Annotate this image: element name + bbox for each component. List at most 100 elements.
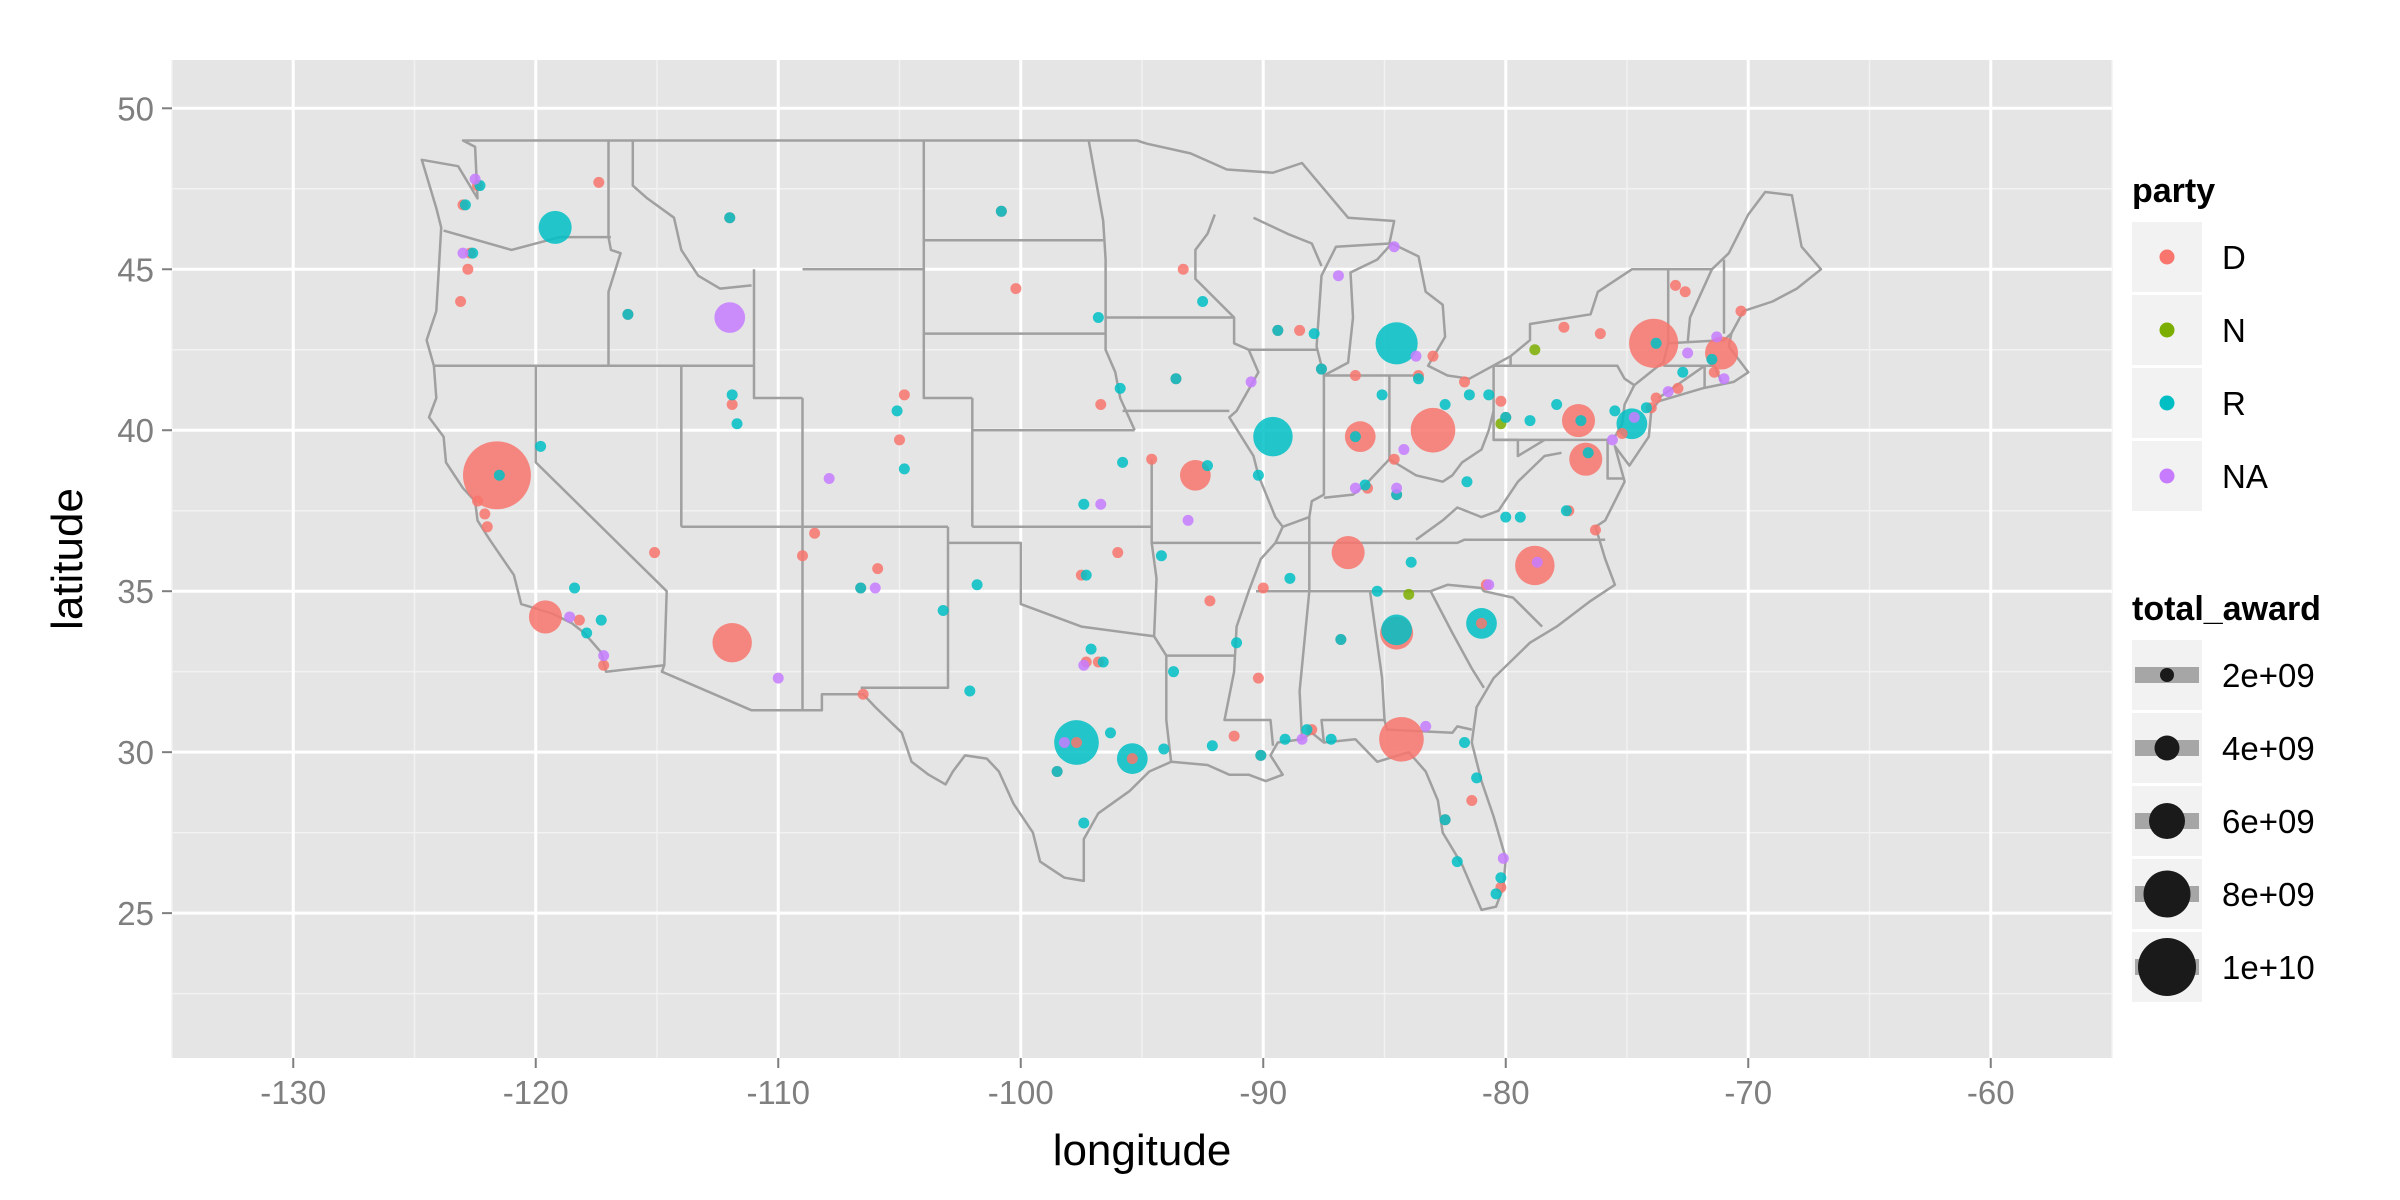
data-point-r [1231, 637, 1243, 649]
data-point-r [1451, 856, 1463, 868]
data-point-d [1650, 392, 1662, 404]
legend-size-label: 1e+10 [2222, 949, 2315, 986]
data-point-r [1078, 498, 1090, 510]
data-point-d [1735, 305, 1747, 317]
data-point-na [1606, 434, 1618, 446]
data-point-r [1500, 411, 1512, 423]
data-point-r [1405, 556, 1417, 568]
data-point-r [1201, 460, 1213, 472]
data-point-r [1490, 888, 1502, 900]
data-point-d [1331, 536, 1365, 570]
data-point-r [1560, 505, 1572, 517]
data-point-d [1476, 617, 1487, 629]
state-border [752, 269, 803, 400]
data-point-r [1158, 743, 1170, 755]
x-axis-title: longitude [1053, 1126, 1232, 1175]
state-border [1282, 375, 1326, 528]
data-point-na [1245, 376, 1257, 388]
legend-color-label: D [2222, 239, 2246, 276]
data-point-na [1682, 347, 1694, 359]
x-tick-label: -130 [260, 1074, 326, 1111]
data-point-r [538, 210, 572, 244]
data-point-r [1650, 337, 1662, 349]
data-point-na [1349, 482, 1361, 494]
legend: party total_award DNR NA 2e+09 4e+09 6e+09 8e… [2132, 172, 2321, 1002]
data-point-d [455, 295, 467, 307]
data-point-r [1609, 405, 1621, 417]
data-point-d [1294, 324, 1306, 336]
data-point-r [898, 463, 910, 475]
state-border [607, 140, 622, 366]
legend-color-label: R [2222, 385, 2246, 422]
data-point-r [1459, 737, 1471, 749]
legend-color-dot-r [2159, 395, 2175, 411]
y-tick-label: 45 [117, 251, 154, 288]
data-point-r [1253, 416, 1293, 457]
data-point-na [1095, 498, 1107, 510]
data-point-na [1420, 720, 1432, 732]
data-point-r [467, 247, 479, 259]
y-tick-label: 35 [117, 573, 154, 610]
data-point-na [1662, 386, 1674, 398]
legend-size-dot [2143, 870, 2191, 918]
data-point-na [598, 650, 610, 662]
data-point-d [1459, 376, 1471, 388]
data-point-na [1718, 373, 1730, 385]
axes: -130 -120 -110 -100 -90 -80 -70 -60 25 30 35 40 45 50 [117, 90, 2014, 1111]
data-point-r [1315, 363, 1327, 375]
data-point-d [1257, 582, 1269, 594]
country-outline [420, 139, 1823, 912]
data-point-d [894, 434, 905, 446]
data-point-r [726, 389, 738, 401]
data-point-r [1471, 772, 1483, 784]
data-point-r [1255, 749, 1267, 761]
data-point-r [535, 440, 547, 452]
data-point-r [1085, 643, 1097, 655]
data-point-na [1628, 411, 1640, 423]
data-point-d [1708, 366, 1720, 378]
data-point-r [1582, 447, 1594, 459]
data-point-d [481, 521, 493, 533]
data-point-d [1204, 595, 1216, 607]
data-point-d [1071, 737, 1083, 749]
legend-size-label: 4e+09 [2222, 730, 2315, 767]
plot-panel [171, 60, 2113, 1058]
data-point-r [891, 405, 903, 417]
data-point-d [1569, 442, 1603, 476]
data-point-na [1296, 733, 1308, 745]
data-point-d [872, 563, 884, 575]
data-point-d [1495, 395, 1507, 407]
data-point-d [479, 508, 491, 520]
size-legend-title: total_award [2132, 590, 2321, 628]
data-point-d [1146, 453, 1158, 465]
state-border [860, 526, 950, 690]
data-point-d [462, 263, 474, 275]
data-point-r [1349, 431, 1361, 443]
data-point-r [1170, 373, 1182, 385]
data-point-d [598, 659, 610, 671]
data-point-d [1379, 716, 1424, 762]
data-point-na [1483, 579, 1495, 591]
data-point-r [1495, 872, 1507, 884]
legend-size-dot [2149, 803, 2185, 839]
data-point-r [995, 205, 1007, 217]
data-point-r [1439, 398, 1451, 410]
state-border [1388, 365, 1495, 483]
legend-color-dot-n [2159, 322, 2175, 338]
data-point-d [1252, 672, 1264, 684]
data-point-na [714, 302, 746, 333]
data-point-r [937, 605, 949, 617]
state-border [1298, 517, 1311, 740]
data-point-n [1403, 588, 1415, 600]
legend-color-dot-na [2159, 468, 2175, 484]
data-point-r [1097, 656, 1109, 668]
x-tick-label: -80 [1482, 1074, 1530, 1111]
data-point-r [1114, 382, 1126, 394]
data-point-d [649, 547, 661, 559]
data-point-r [1463, 389, 1475, 401]
legend-color-dot-d [2159, 249, 2175, 265]
data-point-r [1706, 353, 1718, 365]
data-point-d [1679, 286, 1691, 298]
data-point-r [855, 582, 867, 594]
legend-color-label: NA [2222, 458, 2268, 495]
